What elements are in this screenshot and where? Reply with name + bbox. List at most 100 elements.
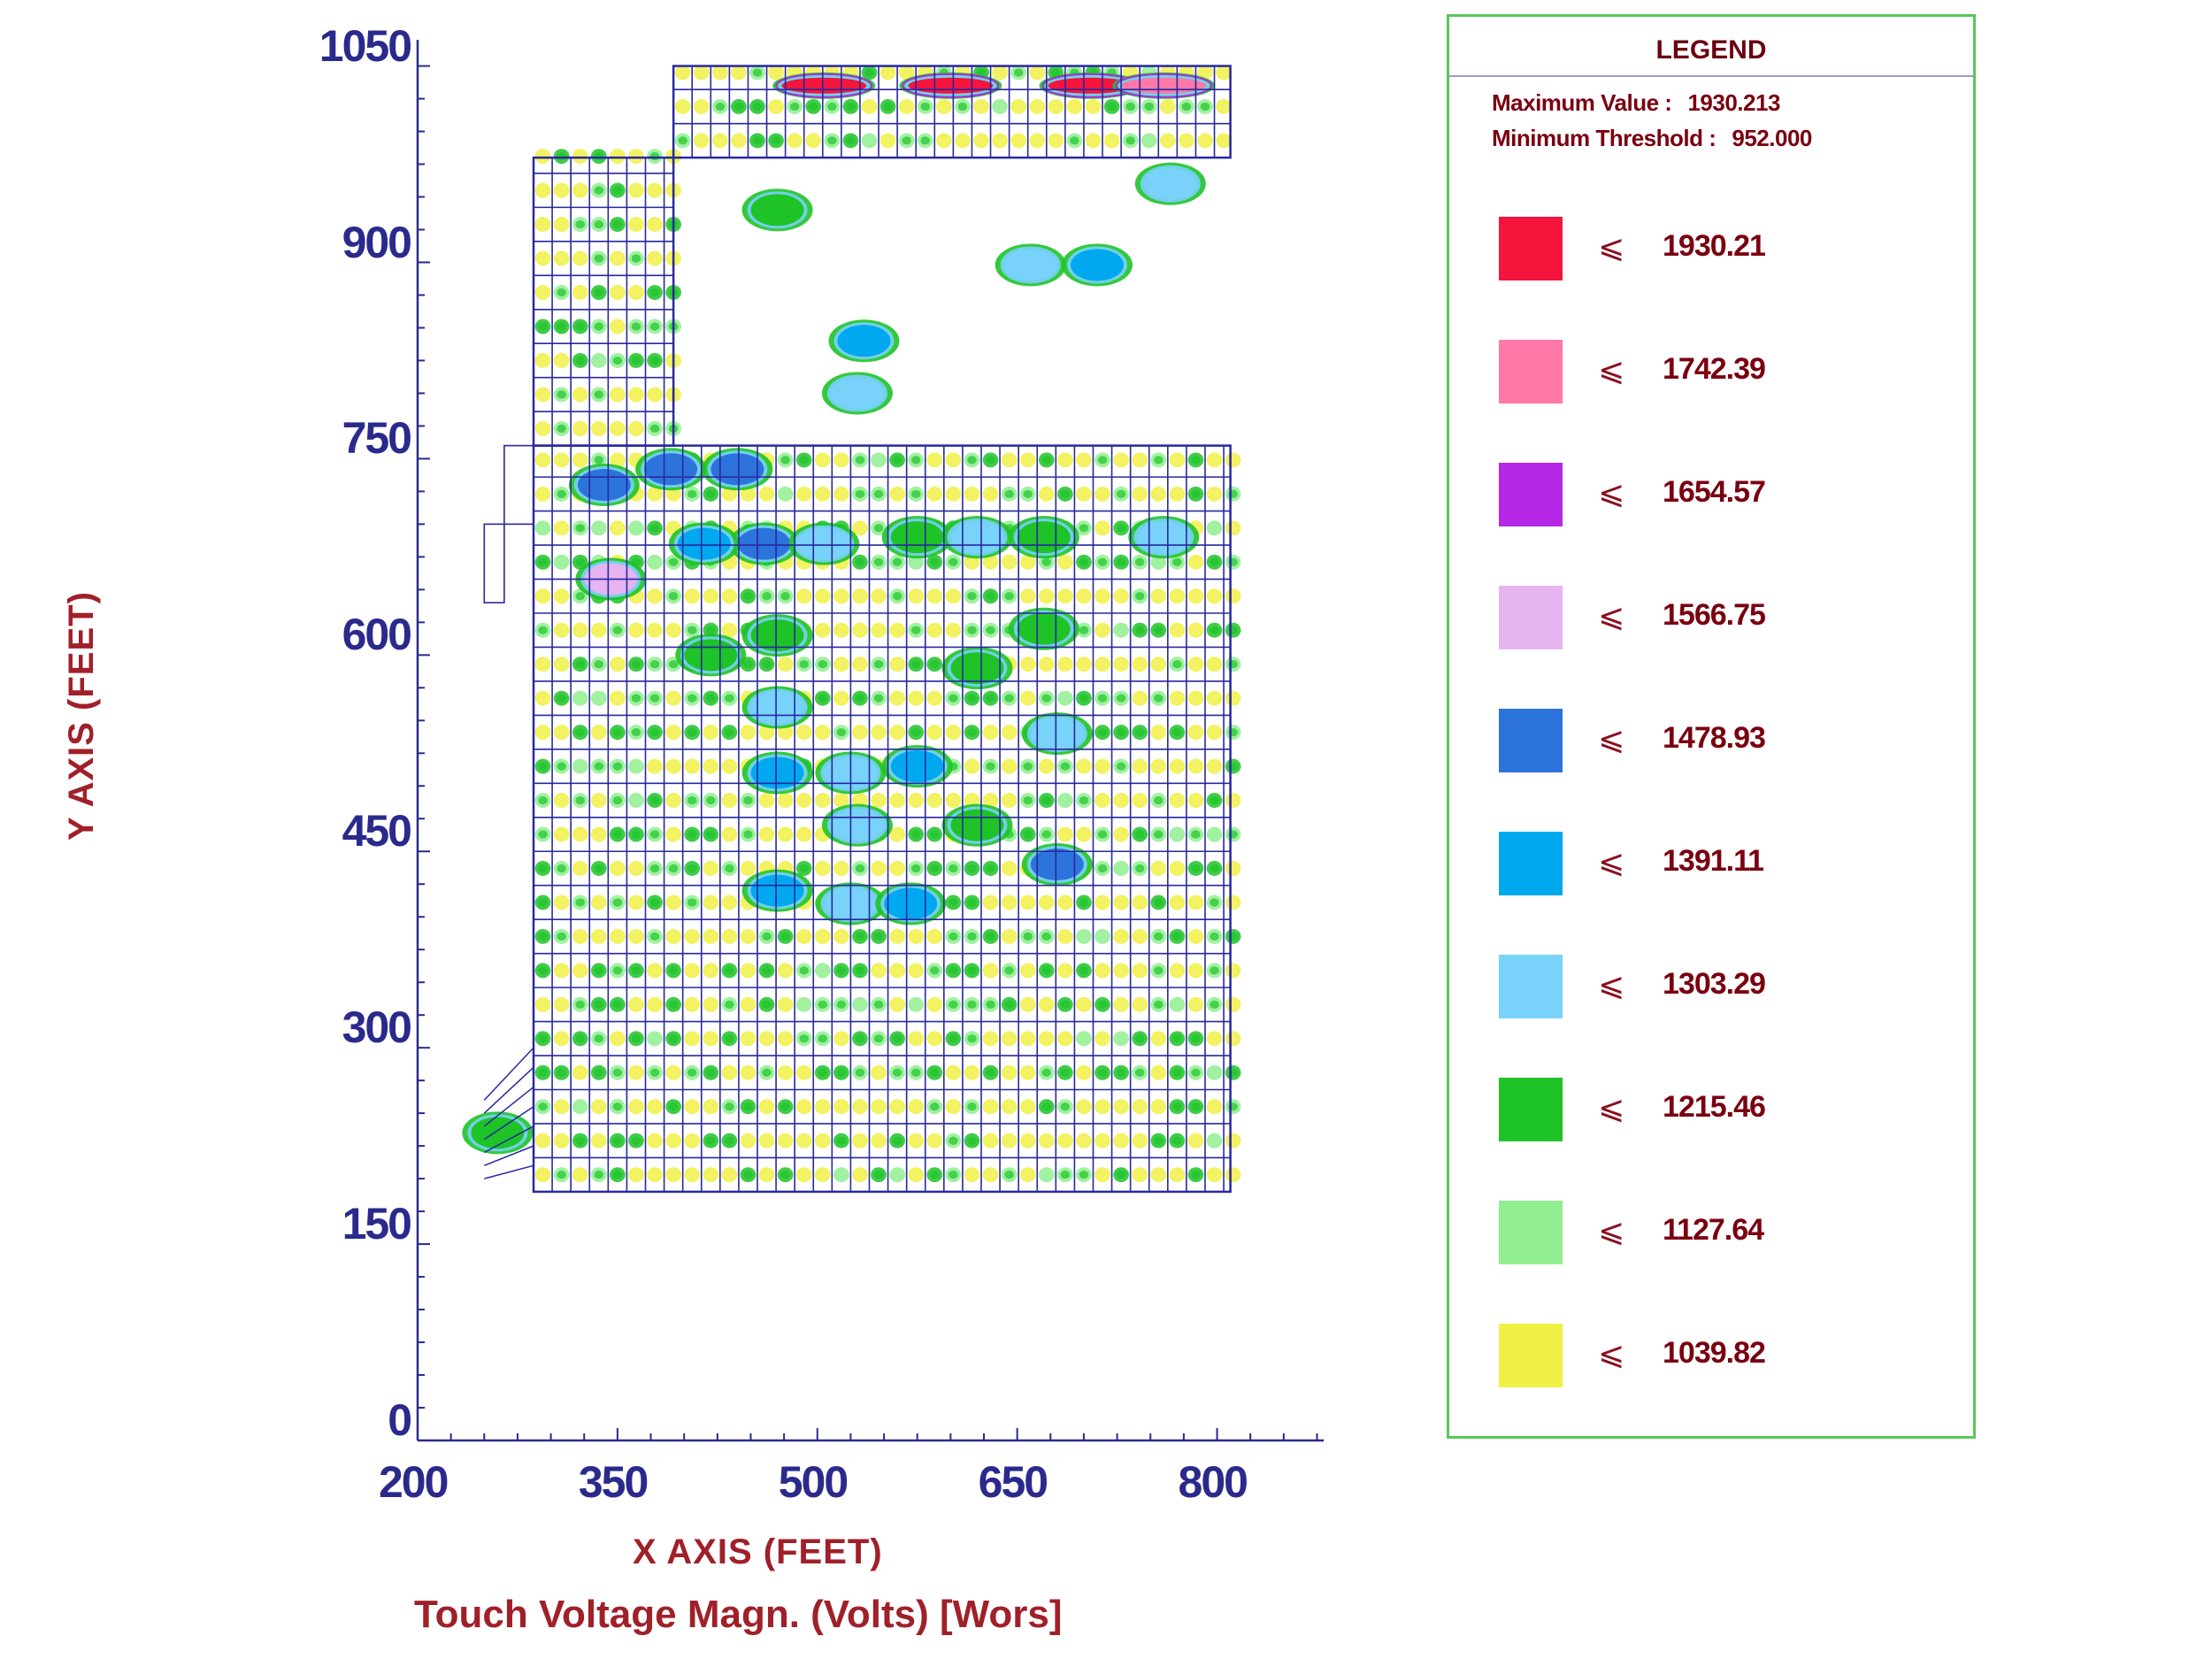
heat-cell bbox=[1002, 759, 1018, 774]
legend-swatch bbox=[1499, 463, 1563, 526]
x-tick-label: 200 bbox=[379, 1456, 447, 1508]
heat-cell-core bbox=[799, 660, 809, 668]
heat-cell bbox=[1057, 588, 1073, 603]
heat-cell-core bbox=[557, 762, 566, 770]
heat-cell-core bbox=[1135, 864, 1145, 872]
hotspot bbox=[950, 521, 1003, 553]
heat-cell-core bbox=[1117, 1069, 1126, 1077]
heat-cell bbox=[1188, 997, 1204, 1012]
heat-cell-core bbox=[650, 728, 660, 736]
heat-cell bbox=[535, 657, 551, 672]
heat-cell-core bbox=[687, 728, 697, 736]
heat-cell bbox=[1225, 793, 1241, 808]
heat-cell bbox=[1002, 1031, 1018, 1046]
heat-cell bbox=[647, 997, 663, 1012]
heat-cell-core bbox=[725, 695, 734, 703]
heat-cell-core bbox=[1061, 490, 1071, 498]
heat-cell bbox=[983, 1031, 999, 1046]
legend-item: ⩽ 1566.75 bbox=[1499, 586, 1959, 652]
heat-cell bbox=[694, 65, 710, 81]
heat-cell bbox=[889, 623, 905, 638]
heat-cell-core bbox=[930, 830, 940, 838]
heat-cell bbox=[1188, 657, 1204, 672]
heat-cell bbox=[1002, 452, 1018, 467]
heat-cell-core bbox=[1125, 103, 1135, 111]
heat-cell bbox=[610, 657, 626, 672]
heat-cell bbox=[1188, 555, 1204, 570]
heat-cell-core bbox=[856, 966, 865, 974]
heat-cell bbox=[1076, 1099, 1092, 1114]
heat-cell-core bbox=[837, 1001, 847, 1009]
heat-cell bbox=[1207, 1167, 1223, 1182]
heat-cell bbox=[1188, 929, 1204, 944]
legend-swatch bbox=[1499, 586, 1563, 649]
hotspot bbox=[1031, 718, 1084, 749]
heat-cell-core bbox=[613, 1137, 623, 1145]
heat-cell bbox=[1002, 555, 1018, 570]
heat-cell bbox=[973, 133, 989, 148]
heat-cell bbox=[591, 793, 607, 808]
heat-cell bbox=[703, 929, 718, 944]
heat-cell bbox=[815, 1167, 831, 1182]
heat-cell-core bbox=[725, 1102, 734, 1110]
heat-cell-core bbox=[669, 966, 679, 974]
heat-cell bbox=[1039, 759, 1055, 774]
heat-cell bbox=[796, 725, 812, 740]
heat-cell-core bbox=[575, 1001, 585, 1009]
heat-cell-core bbox=[650, 898, 660, 906]
heat-cell-core bbox=[1144, 103, 1154, 111]
heat-cell bbox=[591, 725, 607, 740]
heat-cell bbox=[852, 623, 868, 638]
heat-cell bbox=[1020, 963, 1036, 978]
heat-cell bbox=[535, 285, 551, 300]
heat-cell bbox=[889, 1099, 905, 1114]
heat-cell-core bbox=[986, 1001, 995, 1009]
heat-cell bbox=[1039, 487, 1055, 502]
heat-cell bbox=[796, 827, 812, 842]
heat-cell-core bbox=[1042, 558, 1052, 566]
heat-cell bbox=[1132, 963, 1148, 978]
heat-cell-core bbox=[1061, 1069, 1071, 1077]
heat-cell bbox=[591, 1099, 607, 1114]
heat-cell bbox=[992, 99, 1008, 114]
heat-cell-core bbox=[874, 1034, 884, 1042]
heat-cell bbox=[665, 725, 681, 740]
heat-cell bbox=[554, 588, 570, 603]
heat-cell bbox=[964, 1065, 980, 1080]
heat-cell-core bbox=[557, 490, 566, 498]
heat-cell bbox=[628, 183, 644, 198]
heat-cell-core bbox=[762, 1069, 772, 1077]
heat-cell bbox=[1207, 452, 1223, 467]
heat-cell bbox=[741, 861, 757, 876]
heat-cell bbox=[572, 387, 588, 402]
heat-cell bbox=[1048, 133, 1064, 148]
y-tick-label: 1050 bbox=[319, 20, 411, 72]
heat-cell bbox=[591, 353, 607, 368]
heat-cell-core bbox=[1098, 1069, 1108, 1077]
heat-cell bbox=[628, 997, 644, 1012]
heat-cell-core bbox=[911, 490, 921, 498]
heat-cell-core bbox=[920, 136, 930, 144]
heat-cell-core bbox=[650, 288, 660, 296]
heat-cell bbox=[1132, 929, 1148, 944]
heat-cell-core bbox=[780, 456, 790, 464]
heat-cell bbox=[1020, 588, 1036, 603]
heat-cell bbox=[1002, 725, 1018, 740]
heat-cell-core bbox=[1042, 830, 1052, 838]
heat-cell bbox=[1076, 452, 1092, 467]
grid-fan-line bbox=[484, 1165, 534, 1179]
heat-cell-core bbox=[1098, 558, 1108, 566]
heat-cell bbox=[833, 691, 849, 706]
heat-cell-core bbox=[650, 660, 660, 668]
heat-cell-core bbox=[893, 592, 902, 600]
heat-cell-core bbox=[1117, 490, 1126, 498]
heat-cell bbox=[1057, 555, 1073, 570]
heat-cell bbox=[926, 588, 942, 603]
heat-cell bbox=[778, 1133, 794, 1148]
heat-cell bbox=[1150, 725, 1166, 740]
hotspot bbox=[884, 887, 937, 919]
heat-cell-core bbox=[613, 898, 623, 906]
heat-cell bbox=[1197, 133, 1213, 148]
heat-cell bbox=[889, 929, 905, 944]
heat-cell-core bbox=[538, 830, 548, 838]
